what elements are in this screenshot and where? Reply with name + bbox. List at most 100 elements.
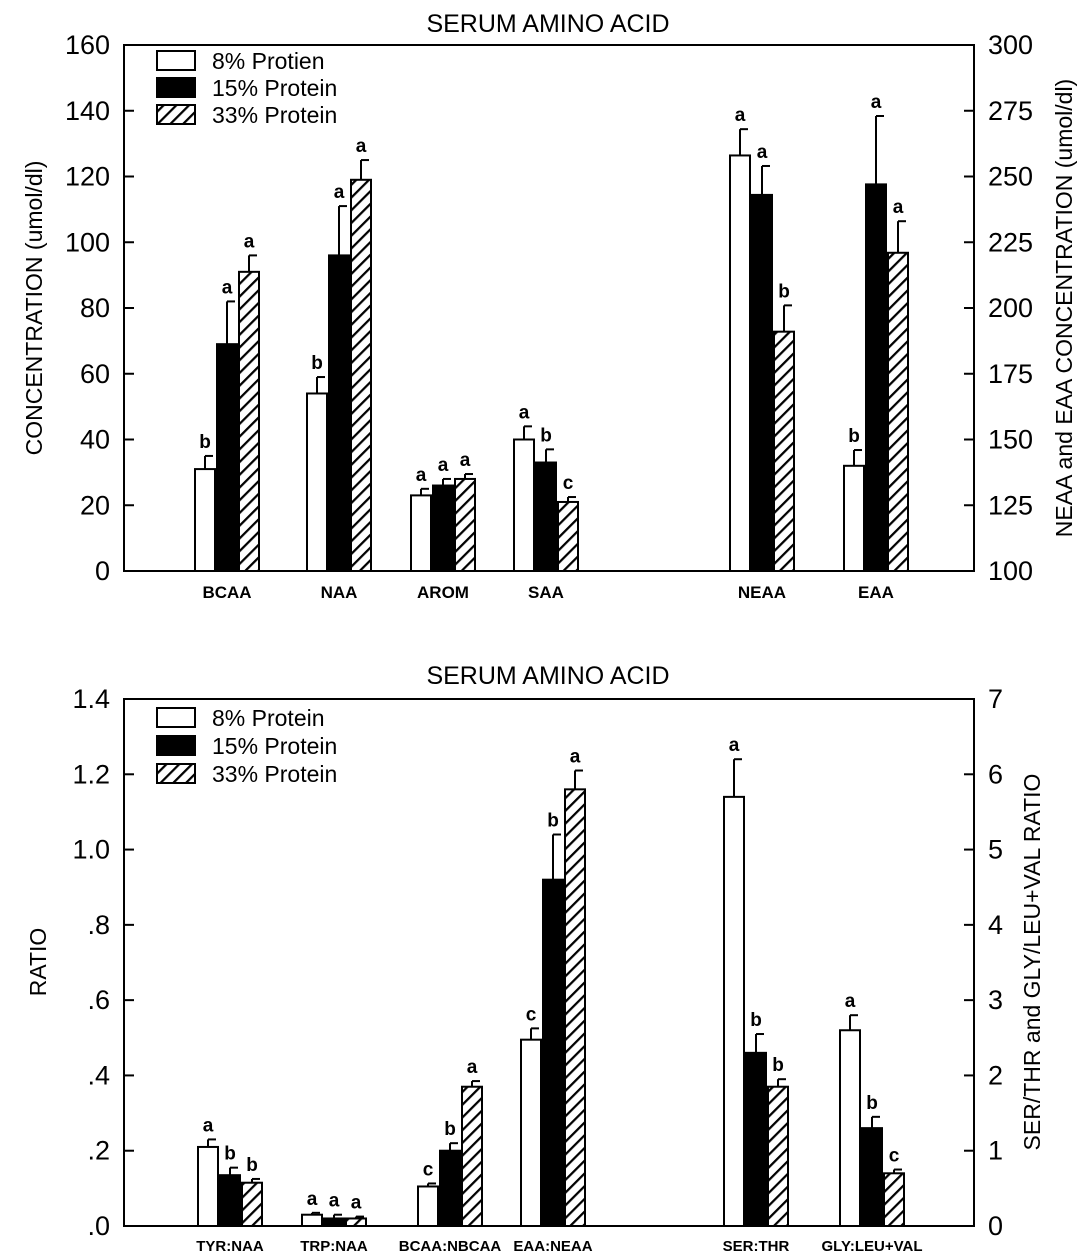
significance-label: a <box>334 182 345 203</box>
significance-label: a <box>416 465 427 486</box>
significance-label: a <box>845 991 856 1012</box>
bar <box>558 502 578 571</box>
significance-label: b <box>778 281 790 302</box>
y2-tick-label: 100 <box>988 556 1033 586</box>
significance-label: a <box>356 136 367 157</box>
significance-label: b <box>848 426 860 447</box>
legend-swatch <box>157 78 195 97</box>
legend-label: 8% Protein <box>212 705 325 731</box>
chart-bottom-y-axis-title: RATIO <box>25 928 51 997</box>
category-label: TYR:NAA <box>196 1238 264 1255</box>
y-tick-label: 80 <box>80 293 110 323</box>
legend-label: 15% Protein <box>212 733 337 759</box>
chart-bottom-bars: abba a acbacbaabbabc <box>198 735 904 1226</box>
bar <box>329 255 349 571</box>
bar <box>543 880 563 1226</box>
bar <box>746 1053 766 1226</box>
category-label: NEAA <box>738 583 786 602</box>
significance-label: a <box>203 1115 214 1136</box>
y-tick-label: .4 <box>87 1060 110 1090</box>
significance-label: c <box>563 473 574 494</box>
bar <box>774 332 794 571</box>
category-label: SER:THR <box>723 1238 790 1255</box>
significance-label: c <box>889 1146 900 1167</box>
legend-label: 33% Protein <box>212 102 337 128</box>
significance-label: a <box>351 1193 362 1214</box>
bar <box>888 253 908 571</box>
bar <box>433 486 453 571</box>
chart-top-categories: BCAA NAA AROM SAA NEAA EAA <box>202 583 894 602</box>
y2-tick-label: 275 <box>988 96 1033 126</box>
y2-tick-label: 4 <box>988 910 1003 940</box>
category-label: GLY:LEU+VAL <box>822 1238 923 1255</box>
y2-tick-label: 250 <box>988 162 1033 192</box>
bar <box>462 1087 482 1226</box>
significance-label: b <box>224 1144 236 1165</box>
y2-tick-label: 3 <box>988 985 1003 1015</box>
legend-swatch <box>157 51 195 70</box>
bar <box>866 184 886 571</box>
y2-tick-label: 6 <box>988 759 1003 789</box>
bar <box>730 155 750 571</box>
y2-tick-label: 175 <box>988 359 1033 389</box>
category-label: BCAA:NBCAA <box>399 1238 502 1255</box>
y-tick-label: 0 <box>95 556 110 586</box>
bar <box>242 1183 262 1226</box>
significance-label: b <box>866 1093 878 1114</box>
y-tick-label: 1.4 <box>72 684 110 714</box>
legend-swatch <box>157 105 195 124</box>
significance-label: b <box>547 811 559 832</box>
legend-swatch <box>157 708 195 727</box>
bar <box>455 479 475 571</box>
bar <box>840 1030 860 1226</box>
significance-label: a <box>519 402 530 423</box>
bar <box>440 1151 460 1226</box>
legend-swatch <box>157 764 195 783</box>
chart-top-y2-axis-title: NEAA and EAA CONCENTRATION (umol/dl) <box>1051 79 1077 537</box>
chart-bottom-title: SERUM AMINO ACID <box>426 662 669 690</box>
significance-label: a <box>438 455 449 476</box>
significance-label: a <box>244 231 255 252</box>
chart-bottom: SERUM AMINO ACID RATIO SER/THR and GLY/L… <box>25 662 1045 1255</box>
category-label: AROM <box>417 583 469 602</box>
bar <box>565 789 585 1226</box>
significance-label: b <box>199 432 211 453</box>
chart-top-y-axis-title: CONCENTRATION (umol/dl) <box>21 161 47 456</box>
category-label: NAA <box>321 583 358 602</box>
bar <box>198 1147 218 1226</box>
bar <box>724 797 744 1226</box>
y-tick-label: .8 <box>87 910 110 940</box>
y-tick-label: 1.2 <box>72 759 110 789</box>
bar <box>411 495 431 571</box>
legend-label: 15% Protein <box>212 75 337 101</box>
significance-label: b <box>246 1155 258 1176</box>
significance-label: a <box>735 105 746 126</box>
chart-bottom-y2-ticks: 01234567 <box>964 684 1003 1241</box>
chart-top-title: SERUM AMINO ACID <box>426 10 669 38</box>
significance-label: b <box>750 1010 762 1031</box>
bar <box>884 1173 904 1226</box>
bar <box>239 272 259 571</box>
legend-swatch <box>157 736 195 755</box>
chart-top: SERUM AMINO ACID CONCENTRATION (umol/dl)… <box>21 10 1077 602</box>
y-tick-label: 40 <box>80 425 110 455</box>
y-tick-label: 20 <box>80 490 110 520</box>
significance-label: c <box>423 1159 434 1180</box>
legend-label: 8% Protien <box>212 48 325 74</box>
bar <box>418 1186 438 1226</box>
bar <box>195 469 215 571</box>
significance-label: a <box>222 277 233 298</box>
chart-bottom-categories: TYR:NAA TRP:NAA BCAA:NBCAA EAA:NEAA SER:THR G… <box>196 1238 922 1255</box>
y2-tick-label: 225 <box>988 227 1033 257</box>
bar <box>768 1087 788 1226</box>
significance-label: a <box>460 450 471 471</box>
y2-tick-label: 200 <box>988 293 1033 323</box>
y2-tick-label: 5 <box>988 835 1003 865</box>
bar <box>351 180 371 571</box>
y-tick-label: .0 <box>87 1211 110 1241</box>
significance-label: a <box>757 142 768 163</box>
